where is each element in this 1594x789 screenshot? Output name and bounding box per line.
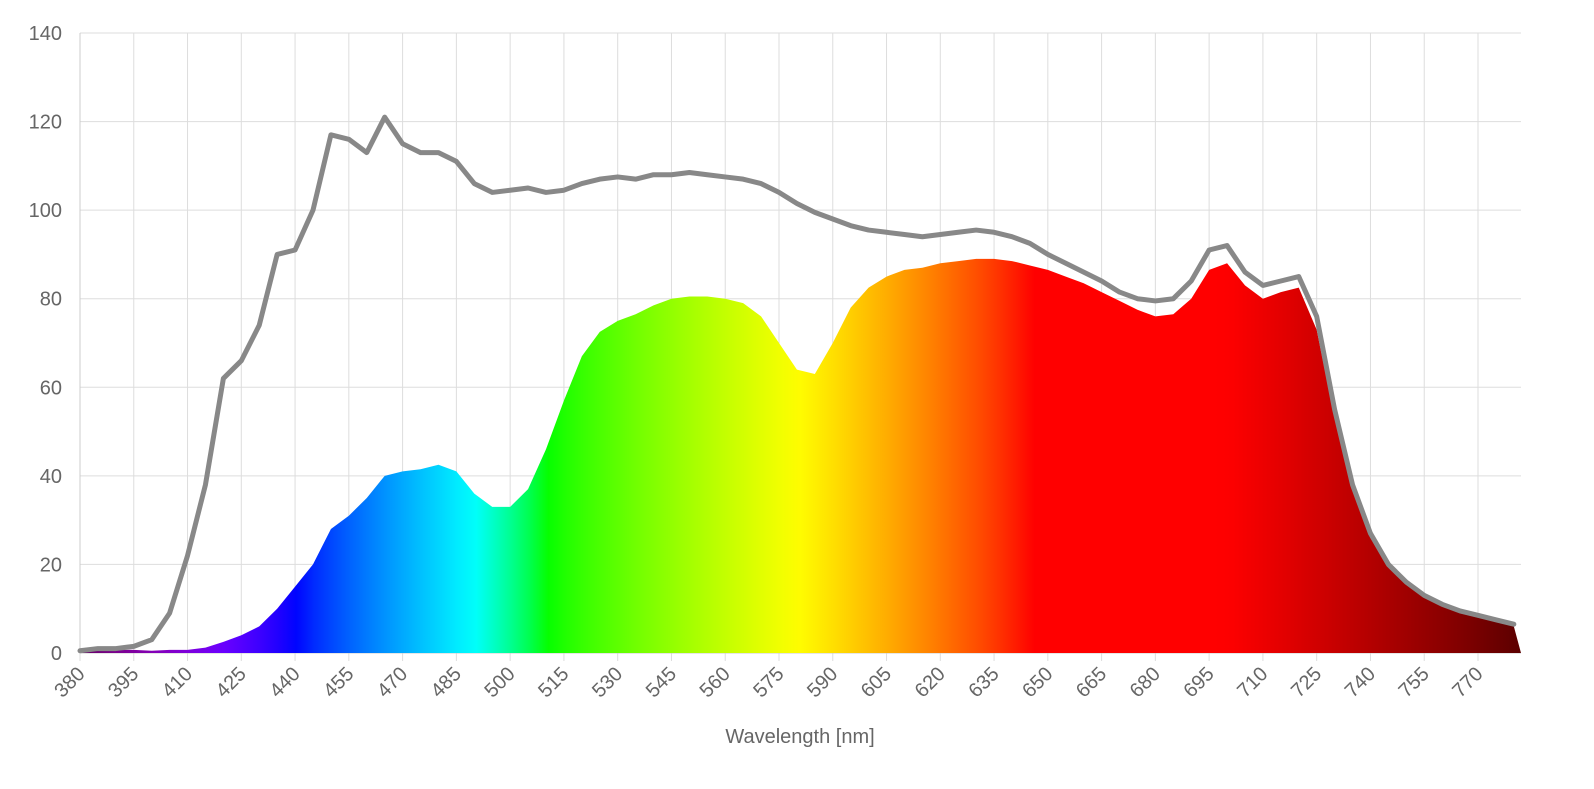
x-tick-label: 725 [1287,663,1326,702]
y-tick-label: 100 [29,200,62,222]
y-tick-label: 40 [40,466,62,488]
x-tick-label: 590 [803,663,842,702]
x-tick-label: 695 [1180,663,1219,702]
x-tick-label: 770 [1448,663,1487,702]
y-tick-label: 60 [40,377,62,399]
y-tick-label: 140 [29,23,62,45]
x-tick-label: 410 [158,663,197,702]
y-tick-label: 80 [40,289,62,311]
x-tick-label: 755 [1395,663,1434,702]
x-tick-label: 470 [373,663,412,702]
x-tick-label: 380 [50,663,89,702]
x-tick-label: 575 [749,663,788,702]
y-tick-label: 0 [51,643,62,665]
x-tick-label: 440 [265,663,304,702]
x-tick-label: 620 [911,663,950,702]
x-tick-label: 425 [212,663,251,702]
x-tick-label: 665 [1072,663,1111,702]
x-tick-label: 650 [1018,663,1057,702]
x-tick-label: 560 [696,663,735,702]
x-tick-label: 740 [1341,663,1380,702]
x-tick-label: 545 [642,663,681,702]
x-tick-label: 455 [319,663,358,702]
x-tick-label: 710 [1233,663,1272,702]
spectrum-area [80,258,1521,653]
x-tick-label: 680 [1126,663,1165,702]
x-tick-label: 530 [588,663,627,702]
x-tick-label: 485 [427,663,466,702]
y-tick-label: 120 [29,112,62,134]
x-tick-label: 395 [104,663,143,702]
x-tick-label: 635 [964,663,1003,702]
y-tick-label: 20 [40,554,62,576]
x-axis-title: Wavelength [nm] [725,726,874,748]
x-tick-label: 500 [481,663,520,702]
x-tick-label: 605 [857,663,896,702]
x-tick-label: 515 [534,663,573,702]
intensity-line [77,114,1517,654]
